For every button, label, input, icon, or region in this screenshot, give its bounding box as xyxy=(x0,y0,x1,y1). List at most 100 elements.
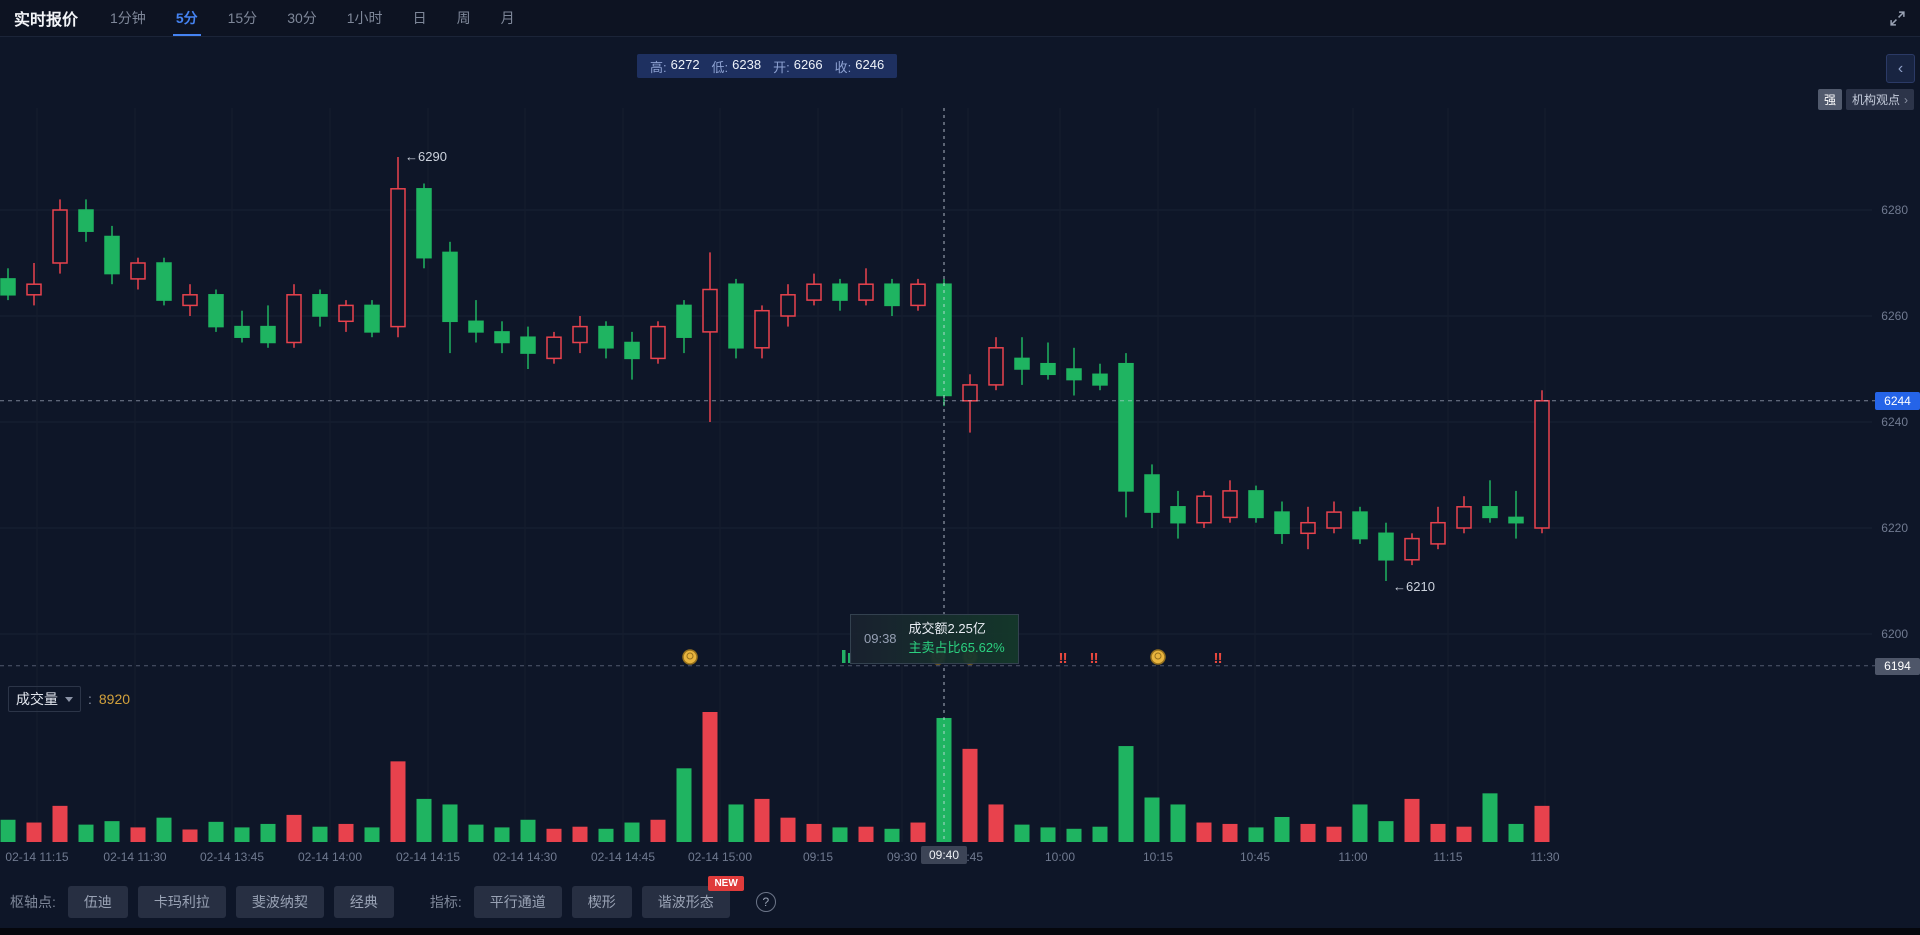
tab-周[interactable]: 周 xyxy=(456,10,471,26)
institution-view-button[interactable]: 机构观点 › xyxy=(1845,89,1914,110)
flame-marker[interactable]: ‼ xyxy=(1089,650,1098,667)
indicator-button-楔形[interactable]: 楔形 xyxy=(571,886,632,918)
time-tick: 02-14 14:45 xyxy=(591,850,655,864)
new-badge: NEW xyxy=(708,876,744,891)
candle-body xyxy=(494,331,510,344)
collapse-panel-button[interactable]: ‹ xyxy=(1886,54,1915,83)
candle-body xyxy=(182,294,198,307)
candle-body xyxy=(364,304,380,333)
pivot-button-斐波纳契[interactable]: 斐波纳契 xyxy=(235,886,324,918)
volume-bar xyxy=(1118,746,1134,842)
tooltip-sell-ratio: 主卖占比65.62% xyxy=(908,639,1005,655)
candle-body xyxy=(1352,511,1368,540)
candle-body xyxy=(52,209,68,264)
volume-bar xyxy=(312,826,328,842)
volume-bar xyxy=(1378,821,1394,842)
tab-5分[interactable]: 5分 xyxy=(172,0,201,36)
coin-marker[interactable] xyxy=(1150,649,1166,665)
pivot-button-伍迪[interactable]: 伍迪 xyxy=(67,886,128,918)
volume-bar xyxy=(598,828,614,842)
candle-body xyxy=(1196,495,1212,524)
time-tick: 10:45 xyxy=(1240,850,1270,864)
tab-月[interactable]: 月 xyxy=(500,10,515,26)
candle-body xyxy=(312,294,328,317)
volume-bar xyxy=(572,826,588,842)
time-tick: 09:15 xyxy=(803,850,833,864)
candle-body xyxy=(962,384,978,402)
volume-bar xyxy=(676,768,692,842)
volume-bar xyxy=(26,822,42,842)
price-tick: 6220 xyxy=(1881,521,1908,535)
indicator-label: 指标: xyxy=(429,894,462,910)
coin-marker-detail xyxy=(1154,652,1162,660)
volume-bar xyxy=(1326,826,1342,842)
tab-15分[interactable]: 15分 xyxy=(227,10,258,26)
candle-body xyxy=(390,188,406,328)
candle-body xyxy=(1118,362,1134,492)
tab-1小时[interactable]: 1小时 xyxy=(346,10,383,26)
time-tick: 11:15 xyxy=(1433,850,1462,864)
candle-body xyxy=(78,209,94,232)
candle-body xyxy=(598,325,614,349)
candle-body xyxy=(624,341,640,360)
help-icon[interactable]: ? xyxy=(755,892,776,912)
candle-body xyxy=(1222,490,1238,519)
volume-bar xyxy=(156,817,172,842)
tab-30分[interactable]: 30分 xyxy=(287,10,317,26)
trade-tooltip: 09:38 成交额2.25亿 主卖占比65.62% xyxy=(850,614,1019,664)
volume-bar xyxy=(1404,798,1420,842)
strength-badge: 强 xyxy=(1817,89,1842,110)
candle-body xyxy=(442,251,458,323)
institution-view-label: 机构观点 xyxy=(1851,93,1900,107)
current-price-badge: 6244 xyxy=(1875,391,1920,410)
candle-body xyxy=(1482,506,1498,519)
candle-body xyxy=(26,283,42,296)
candle-body xyxy=(0,278,16,296)
candle-body xyxy=(1534,400,1550,529)
topbar: 实时报价 1分钟 5分 15分 30分 1小时 日 周 月 xyxy=(0,0,1920,37)
price-annotation: ←6290 xyxy=(405,149,447,164)
candle-body xyxy=(260,325,276,344)
flame-marker[interactable]: ‼ xyxy=(1058,650,1067,667)
volume-bar xyxy=(130,827,146,842)
indicator-button-平行通道[interactable]: 平行通道 xyxy=(473,886,562,918)
time-tick: 10:15 xyxy=(1143,850,1173,864)
price-tick: 6280 xyxy=(1881,203,1908,217)
candle-body xyxy=(104,235,120,275)
expand-icon[interactable] xyxy=(1889,10,1906,27)
volume-indicator-dropdown[interactable]: 成交量 xyxy=(8,686,81,712)
candle-body xyxy=(572,325,588,344)
bottom-toolbar: 枢轴点: 伍迪 卡玛利拉 斐波纳契 经典 指标: 平行通道 楔形 谐波形态 NEW ? xyxy=(0,876,1920,918)
pivot-button-卡玛利拉[interactable]: 卡玛利拉 xyxy=(137,886,226,918)
tab-1分钟[interactable]: 1分钟 xyxy=(110,10,146,26)
volume-bar xyxy=(390,761,406,842)
tooltip-time: 09:38 xyxy=(864,631,897,647)
flame-marker[interactable]: ‼ xyxy=(1213,650,1222,667)
volume-bar xyxy=(1040,827,1056,842)
time-tick: 10:00 xyxy=(1045,850,1075,864)
volume-bar xyxy=(1534,805,1550,842)
volume-bar xyxy=(1274,816,1290,842)
price-tick: 6200 xyxy=(1881,627,1908,641)
indicator-button-谐波形态[interactable]: 谐波形态 NEW xyxy=(641,876,744,918)
price-tick: 6240 xyxy=(1881,415,1908,429)
volume-bar xyxy=(910,822,926,842)
candle-body xyxy=(468,320,484,333)
coin-marker[interactable] xyxy=(682,649,698,665)
time-tick: 02-14 15:00 xyxy=(688,850,752,864)
candle-body xyxy=(416,188,432,259)
candle-body xyxy=(936,283,952,397)
tab-日[interactable]: 日 xyxy=(412,10,427,26)
volume-bar xyxy=(1248,827,1264,842)
volume-bar xyxy=(858,826,874,842)
volume-indicator-label: 成交量 xyxy=(16,691,58,707)
candle-body xyxy=(806,283,822,301)
volume-bar xyxy=(1092,826,1108,842)
candle-body xyxy=(546,336,562,360)
volume-bar xyxy=(208,821,224,842)
candle-body xyxy=(130,262,146,280)
volume-bar xyxy=(520,819,536,842)
pivot-button-经典[interactable]: 经典 xyxy=(333,886,394,918)
green-marker[interactable] xyxy=(842,650,846,663)
